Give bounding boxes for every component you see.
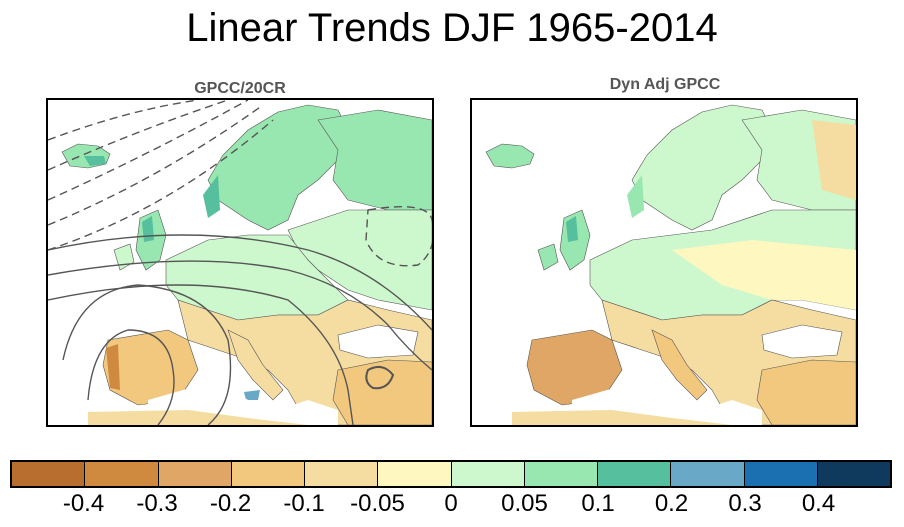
italy-region (227, 329, 284, 401)
colorbar-swatch-4 (305, 462, 379, 486)
figure-title: Linear Trends DJF 1965-2014 (186, 6, 718, 50)
colorbar-label-9: 0.3 (728, 490, 762, 517)
norway-coast-patch-right (627, 175, 644, 218)
portugal-patch (106, 344, 120, 390)
ireland-region (113, 243, 135, 271)
black-sea-right (761, 324, 843, 359)
map-panel-right (470, 98, 858, 427)
colorbar-swatch-3 (231, 462, 305, 486)
colorbar-swatch-5 (378, 462, 452, 486)
panel-title-right: Dyn Adj GPCC (609, 76, 721, 93)
turkey-region (332, 359, 432, 425)
colorbar-swatch-9 (671, 462, 745, 486)
colorbar-label-2: -0.2 (209, 490, 252, 517)
map-left-svg (48, 100, 432, 425)
scandinavia-region-right (631, 104, 773, 231)
colorbar-swatch-6 (451, 462, 525, 486)
ireland-region-right (537, 243, 559, 271)
colorbar-label-6: 0.05 (501, 490, 548, 517)
slp-contours-solid (48, 234, 432, 425)
colorbar (10, 460, 892, 488)
panel-title-left: GPCC/20CR (194, 80, 286, 97)
eastern-europe-patch-right (672, 240, 856, 310)
colorbar-label-4: -0.05 (350, 490, 405, 517)
colorbar-swatch-11 (817, 462, 890, 486)
colorbar-label-1: -0.3 (136, 490, 178, 517)
colorbar-label-10: 0.4 (801, 490, 836, 517)
colorbar-swatch-8 (598, 462, 672, 486)
map-right-svg (485, 104, 856, 425)
colorbar-swatch-2 (158, 462, 232, 486)
slp-contours-dashed (48, 100, 432, 267)
colorbar-label-0: -0.4 (62, 490, 105, 517)
norway-coast-patch (203, 175, 220, 218)
colorbar-label-7: 0.1 (581, 490, 615, 517)
colorbar-label-3: -0.1 (283, 490, 325, 517)
map-panel-left (46, 98, 434, 427)
colorbar-swatch-1 (85, 462, 159, 486)
black-sea (337, 324, 419, 359)
north-africa-strip-right (512, 410, 732, 425)
italy-region-right (651, 329, 708, 401)
sicily-patch (244, 390, 260, 400)
colorbar-swatch-7 (524, 462, 598, 486)
russia-east-patch-right (812, 120, 856, 200)
turkey-region-right (756, 359, 856, 425)
north-africa-strip (88, 410, 308, 425)
iceland-trend-patch (84, 156, 106, 166)
colorbar-swatch-10 (744, 462, 818, 486)
colorbar-label-5: 0 (444, 490, 458, 517)
scotland-patch-right (566, 216, 578, 242)
colorbar-swatch-0 (12, 462, 86, 486)
iceland-region-right (485, 143, 535, 169)
scandinavia-region (207, 104, 349, 231)
colorbar-label-8: 0.2 (654, 490, 689, 517)
